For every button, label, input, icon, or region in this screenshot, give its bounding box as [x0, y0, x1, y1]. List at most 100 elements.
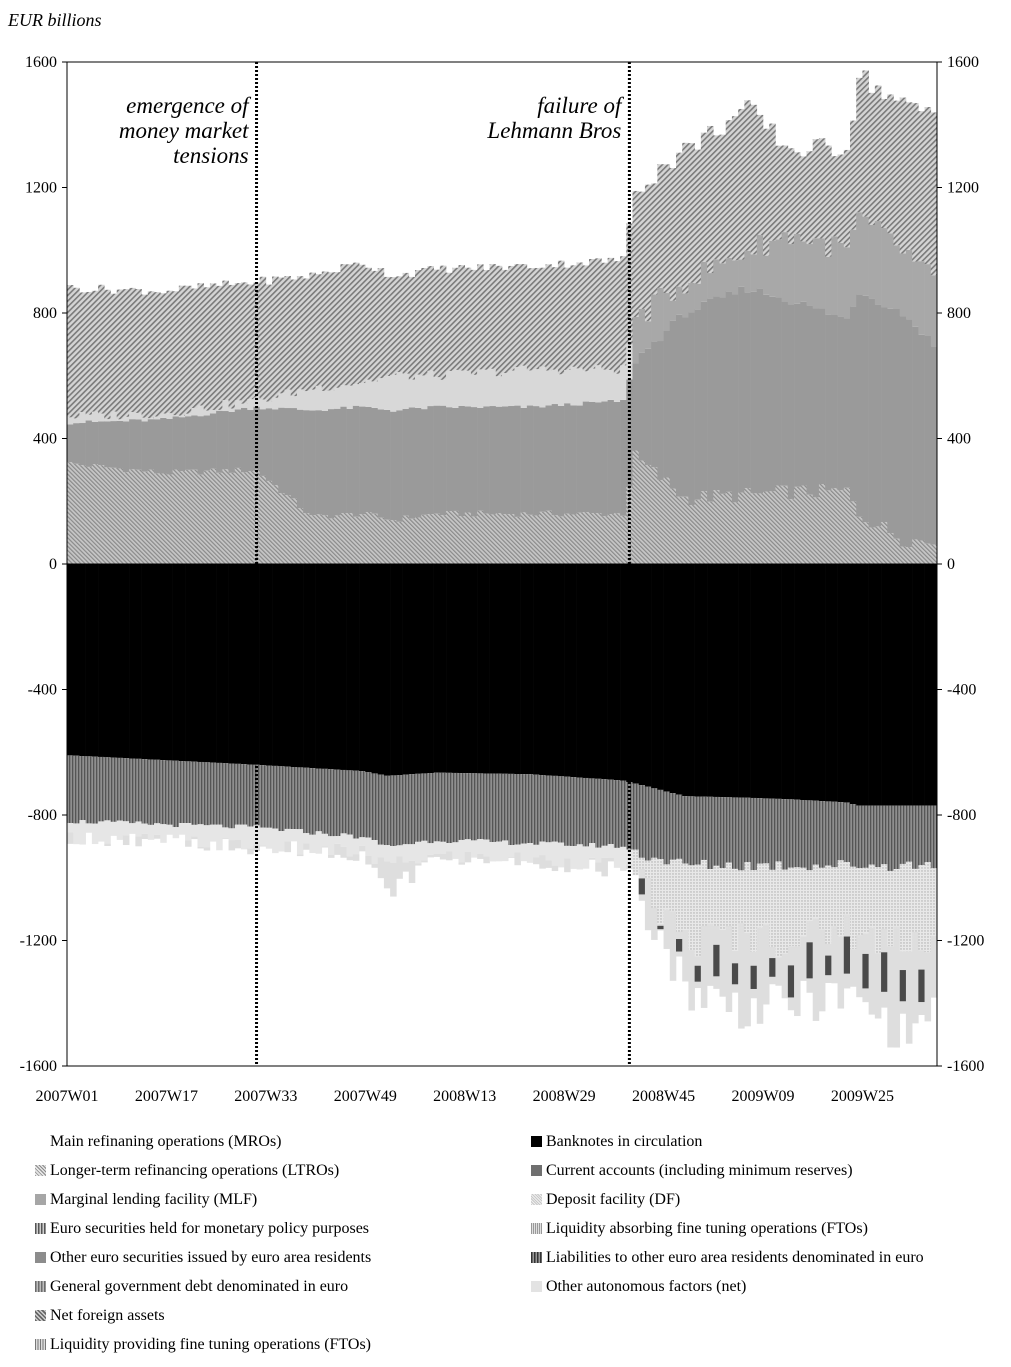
net-foreign-bar-17	[166, 290, 173, 414]
current-accounts-bar-23	[203, 762, 211, 826]
mro-bar-129	[862, 522, 869, 564]
ltro-bar-115	[775, 297, 782, 486]
deposit-facility-bar-73	[514, 844, 521, 853]
current-accounts-bar-69	[489, 773, 497, 843]
mro-bar-60	[433, 513, 441, 564]
deposit-facility-bar-126	[843, 862, 851, 915]
mro-bar-22	[197, 474, 205, 564]
other-autonomous-bar-61	[439, 853, 447, 860]
ltro-bar-89	[613, 401, 621, 514]
y-tick-label-right-4: 0	[947, 556, 955, 573]
other-autonomous-bar-113	[763, 924, 770, 1005]
deposit-facility-bar-20	[185, 823, 192, 841]
net-foreign-bar-127	[850, 120, 857, 230]
deposit-facility-bar-132	[881, 864, 888, 929]
ltro-bar-66	[470, 407, 478, 517]
legend-label-10: Deposit facility (DF)	[546, 1191, 681, 1208]
mro-bar-3	[79, 465, 86, 564]
mlf-bar-36	[284, 389, 292, 409]
liabilities-bar-96	[657, 925, 664, 930]
net-foreign-bar-98	[669, 168, 677, 301]
mro-bar-25	[216, 472, 223, 564]
deposit-facility-bar-69	[489, 842, 497, 862]
mro-bar-94	[644, 464, 652, 564]
mlf-bar-139	[924, 264, 932, 336]
deposit-facility-bar-127	[850, 866, 857, 950]
current-accounts-bar-128	[856, 805, 863, 869]
banknotes-bar-27	[228, 564, 236, 764]
legend-label-4: Other euro securities issued by euro are…	[50, 1249, 372, 1266]
mro-bar-128	[856, 516, 863, 564]
ltro-bar-52	[383, 409, 391, 520]
other-autonomous-bar-85	[589, 857, 596, 860]
net-foreign-bar-16	[160, 293, 167, 414]
banknotes-bar-78	[545, 564, 553, 776]
current-accounts-bar-35	[278, 766, 285, 832]
ltro-bar-91	[626, 379, 633, 487]
net-foreign-bar-67	[477, 264, 484, 370]
mro-bar-92	[632, 450, 640, 564]
banknotes-bar-14	[147, 564, 155, 760]
current-accounts-bar-28	[234, 763, 242, 825]
mlf-bar-16	[160, 413, 167, 418]
net-foreign-bar-32	[259, 276, 267, 400]
banknotes-bar-138	[918, 564, 925, 806]
ltro-bar-74	[520, 407, 528, 513]
current-accounts-bar-116	[781, 799, 789, 870]
deposit-facility-bar-140	[930, 868, 938, 936]
liabilities-bar-126	[843, 936, 851, 974]
other-autonomous-bar-131	[874, 953, 882, 1019]
net-foreign-bar-78	[545, 264, 553, 371]
banknotes-bar-83	[576, 564, 584, 778]
current-accounts-bar-77	[539, 775, 546, 842]
deposit-facility-bar-50	[371, 840, 379, 864]
ltro-bar-114	[769, 296, 776, 492]
legend-item-12: Liabilities to other euro area residents…	[531, 1248, 924, 1268]
current-accounts-bar-60	[433, 772, 441, 842]
current-accounts-bar-82	[570, 777, 577, 847]
current-accounts-bar-138	[918, 805, 925, 866]
ltro-bar-96	[657, 341, 664, 480]
other-autonomous-bar-28	[234, 839, 242, 849]
current-accounts-bar-34	[272, 765, 279, 829]
current-accounts-bar-40	[309, 768, 316, 835]
deposit-facility-bar-124	[831, 867, 838, 927]
mro-bar-29	[241, 472, 248, 564]
current-accounts-bar-15	[154, 759, 161, 824]
deposit-facility-bar-12	[135, 821, 142, 837]
mro-bar-73	[514, 516, 521, 564]
ltro-bar-116	[781, 302, 789, 486]
current-accounts-bar-98	[669, 793, 677, 860]
banknotes-bar-12	[135, 564, 142, 759]
mlf-bar-37	[290, 396, 298, 409]
current-accounts-bar-139	[924, 805, 932, 863]
mlf-bar-72	[508, 370, 515, 407]
current-accounts-bar-117	[787, 799, 795, 868]
deposit-facility-bar-8	[110, 821, 118, 836]
ltro-bar-62	[446, 407, 453, 512]
net-foreign-bar-103	[700, 132, 708, 262]
y-tick-label-left-0: 1600	[25, 54, 57, 71]
ltro-bar-37	[290, 408, 298, 499]
banknotes-bar-45	[340, 564, 347, 770]
current-accounts-bar-89	[613, 780, 621, 848]
current-accounts-bar-10	[122, 758, 130, 822]
mlf-bar-101	[688, 282, 695, 313]
banknotes-bar-139	[924, 564, 932, 806]
mro-bar-104	[707, 501, 714, 564]
net-foreign-bar-18	[172, 291, 180, 416]
current-accounts-bar-7	[104, 757, 111, 821]
mlf-bar-59	[427, 370, 434, 407]
deposit-facility-bar-19	[178, 823, 186, 835]
ltro-bar-41	[315, 410, 323, 515]
mro-bar-41	[315, 514, 323, 564]
banknotes-bar-110	[744, 564, 751, 798]
ltro-bar-28	[234, 409, 242, 468]
net-foreign-bar-130	[868, 92, 876, 225]
current-accounts-bar-137	[912, 805, 919, 869]
mro-bar-99	[676, 496, 683, 564]
deposit-facility-bar-2	[73, 823, 80, 845]
banknotes-bar-28	[234, 564, 242, 764]
deposit-facility-bar-72	[508, 845, 515, 858]
mlf-bar-110	[744, 250, 751, 293]
